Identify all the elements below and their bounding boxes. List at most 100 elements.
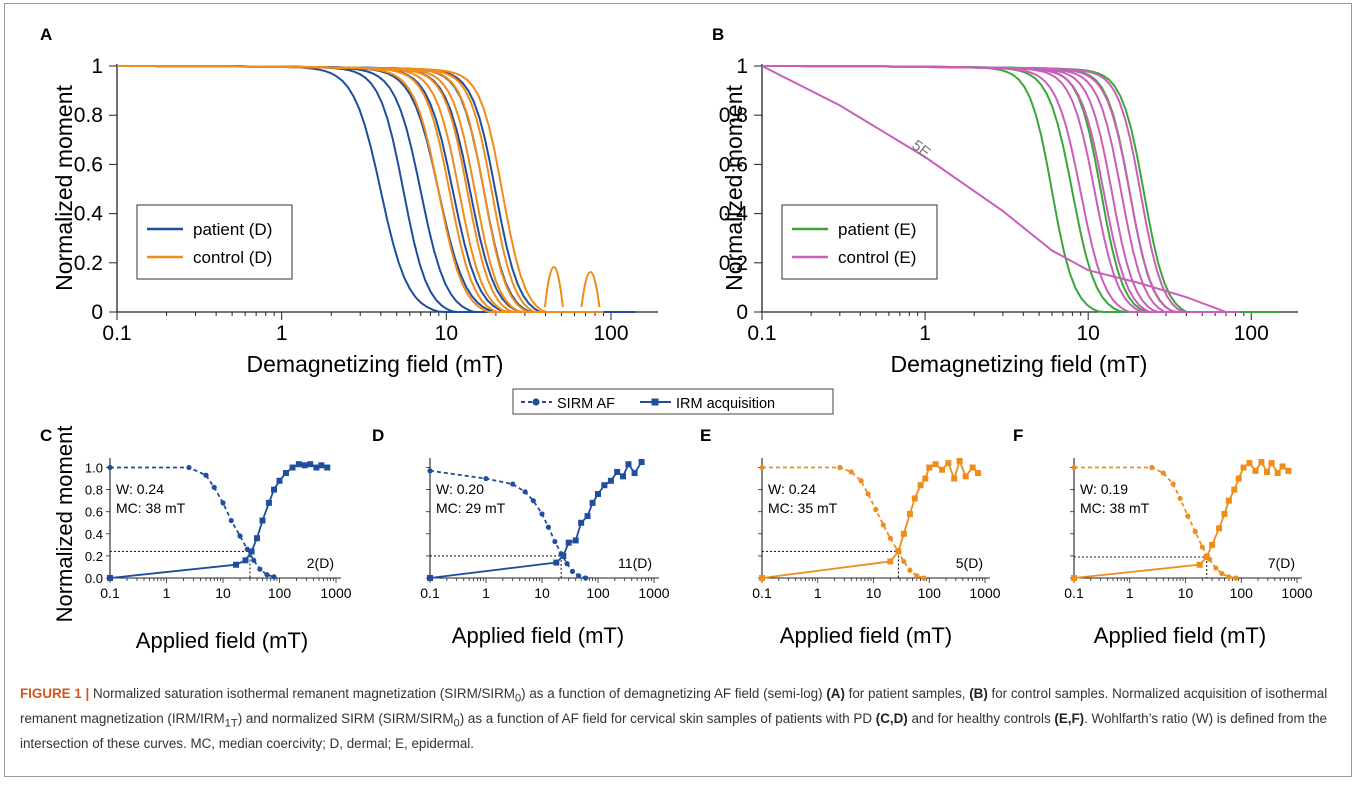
panel-b: B Normalized moment Demagnetizing field …	[712, 25, 1147, 377]
sirm-af-point	[1233, 575, 1239, 581]
panel-b-x-tick-label: 0.1	[747, 322, 776, 345]
irm-acquisition-point	[1196, 561, 1203, 568]
irm-acquisition-point	[1235, 475, 1242, 482]
sirm-af-point	[264, 572, 270, 578]
sirm-af-point	[1219, 570, 1225, 577]
panel-label-c: C	[40, 426, 52, 445]
irm-acquisition-point	[295, 461, 302, 468]
irm-acquisition-point	[900, 530, 907, 537]
sirm-af-point	[530, 498, 536, 504]
irm-acquisition-point	[282, 470, 289, 477]
panel-b-y-tick-label: 0.2	[719, 252, 748, 275]
irm-acquisition-point	[254, 535, 261, 542]
panel-e-x-tick-label: 1	[814, 585, 822, 601]
irm-acquisition-point	[1231, 486, 1238, 493]
sirm-af-point	[865, 491, 871, 497]
panel-c-y-tick-label: 1.0	[85, 461, 103, 476]
panel-f-x-tick-label: 10	[1178, 585, 1194, 601]
panel-e-x-tick-label: 10	[866, 585, 882, 601]
panel-b-x-tick-label: 10	[1077, 322, 1100, 345]
panel-c-y-tick-label: 0.6	[85, 505, 103, 520]
shared-legend: SIRM AF IRM acquisition	[512, 388, 834, 415]
sirm-af-point	[914, 573, 920, 579]
irm-acquisition-point	[1274, 470, 1281, 477]
irm-acquisition-point	[265, 499, 272, 506]
sirm-af-point	[211, 484, 217, 491]
series-line-control-d-	[117, 65, 595, 313]
irm-acquisition-point	[911, 495, 918, 502]
sirm-af-point	[483, 475, 489, 482]
irm-acquisition-point	[1071, 575, 1077, 581]
sirm-af-point	[271, 574, 277, 580]
panel-c-wohlfarth-ratio: W: 0.24	[116, 481, 164, 497]
panel-c-x-tick-label: 0.1	[100, 585, 120, 601]
irm-acquisition-point	[620, 473, 627, 480]
irm-legend-label: IRM acquisition	[676, 396, 775, 412]
panel-d-x-tick-label: 1	[482, 585, 490, 601]
panel-f-x-tick-label: 100	[1230, 585, 1254, 601]
irm-acquisition-point	[926, 464, 933, 471]
sirm-af-point	[1213, 565, 1219, 571]
panel-d: 0.1 1 10 100 1000 W: 0.20 MC: 29 mT 11(D)	[420, 458, 670, 601]
panel-a-y-tick-label: 0.8	[74, 104, 103, 127]
sirm-af-point	[1177, 495, 1183, 502]
irm-acquisition-point	[560, 552, 567, 559]
panel-c-x-axis-label: Applied field (mT)	[136, 628, 308, 653]
panel-f-median-coercivity: MC: 38 mT	[1080, 500, 1150, 516]
panel-d-sample-label: 11(D)	[618, 555, 652, 571]
panel-c: 0.1 1 10 100 1000 0.0 0.2 0.4 0.6 0.8 1.0 W: 0.24 MC…	[85, 458, 352, 601]
irm-acquisition-point	[271, 486, 278, 493]
panel-label-f: F	[1013, 426, 1023, 445]
irm-acquisition-point	[1258, 459, 1265, 465]
sirm-af-point	[522, 489, 528, 495]
irm-acquisition-point	[313, 464, 320, 471]
sirm-af-point	[887, 535, 893, 541]
sirm-af-point	[1192, 529, 1198, 535]
sirm-af-point	[921, 575, 927, 581]
irm-acquisition-point	[595, 491, 601, 498]
sirm-af-point	[848, 469, 854, 475]
panel-a-series: patient (D) control (D)	[117, 65, 636, 313]
panel-a-x-tick-label: 0.1	[102, 322, 131, 345]
irm-acquisition-point	[1225, 497, 1232, 504]
outlier-5e-line	[761, 65, 1227, 313]
sirm-legend-label: SIRM AF	[557, 396, 615, 412]
irm-acquisition-point	[917, 482, 924, 489]
sirm-af-point	[837, 464, 843, 471]
panel-c-sample-label: 2(D)	[307, 555, 334, 571]
irm-acquisition-point	[1252, 467, 1259, 474]
panel-c-y-tick-label: 0.4	[85, 527, 103, 542]
panel-e-x-tick-label: 1000	[969, 585, 1000, 601]
panel-a-x-tick-label: 1	[276, 322, 288, 345]
irm-acquisition-point	[939, 466, 946, 473]
panel-b-series: 5E patient (E) control (E)	[761, 65, 1280, 313]
irm-acquisition-point	[307, 461, 314, 468]
irm-acquisition-point	[565, 539, 572, 546]
irm-legend-marker	[651, 398, 659, 406]
sirm-af-point	[1170, 481, 1176, 487]
irm-acquisition-point	[248, 548, 255, 555]
panel-a-y-tick-label: 0.2	[74, 252, 103, 275]
sirm-af-point	[203, 472, 209, 478]
sirm-af-point	[257, 566, 263, 572]
sirm-af-point	[873, 506, 879, 513]
irm-acquisition-point	[631, 470, 638, 477]
irm-acquisition-point	[289, 464, 296, 471]
panel-f: 0.1 1 10 100 1000 W: 0.19 MC: 38 mT 7(D)	[1064, 458, 1313, 601]
panel-f-x-tick-label: 0.1	[1064, 585, 1084, 601]
irm-acquisition-point	[906, 510, 913, 517]
panel-e-x-tick-label: 0.1	[752, 585, 772, 601]
sirm-legend-marker	[532, 398, 540, 406]
panel-c-y-tick-label: 0.2	[85, 549, 103, 564]
legend-label: patient (D)	[193, 220, 272, 239]
irm-acquisition-point	[1264, 468, 1271, 475]
panel-d-median-coercivity: MC: 29 mT	[436, 500, 506, 516]
panel-c-y-axis-label: Normalized moment	[52, 426, 77, 623]
figure-caption: FIGURE 1 | Normalized saturation isother…	[20, 684, 1340, 755]
sirm-af-point	[510, 481, 516, 487]
sirm-af-point	[186, 464, 192, 471]
panel-e: 0.1 1 10 100 1000 W: 0.24 MC: 35 mT 5(D)	[752, 457, 1001, 601]
plot-layers: 0.1 1 10 1000 0.2 0.4 0.6 0.8 1 patient (D)contro…	[74, 55, 1313, 601]
panel-c-x-tick-label: 10	[215, 585, 231, 601]
panel-e-median-coercivity: MC: 35 mT	[768, 500, 838, 516]
